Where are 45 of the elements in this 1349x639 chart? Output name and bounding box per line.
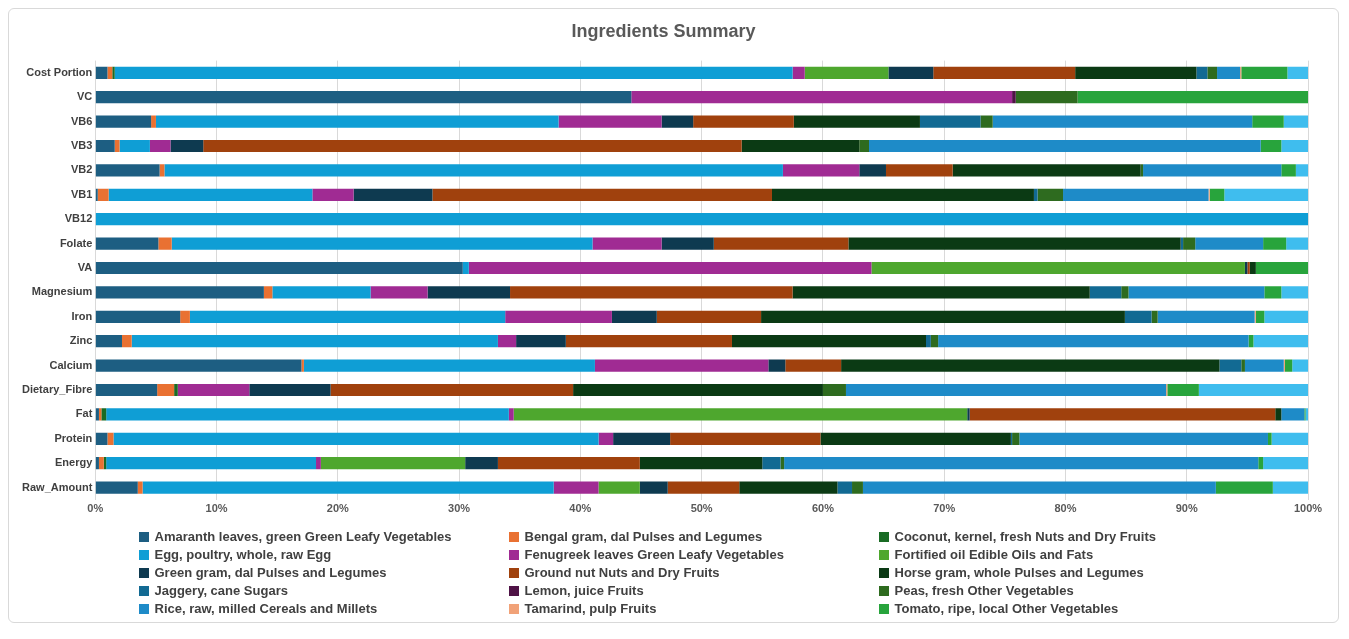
y-tick-label: Energy — [55, 456, 94, 469]
y-tick-label: VB12 — [64, 212, 93, 225]
legend-label: Coconut, kernel, fresh Nuts and Dry Fruits — [894, 529, 1156, 544]
legend-label: Amaranth leaves, green Green Leafy Vegetables — [154, 529, 452, 544]
legend-label: Egg, poultry, whole, raw Egg — [154, 547, 332, 562]
legend-label: Fortified oil Edible Oils and Fats — [894, 547, 1094, 562]
y-tick-label: VB3 — [70, 139, 93, 152]
x-tick-label: 20% — [326, 502, 350, 515]
y-tick-label: Fat — [75, 407, 93, 420]
y-tick-label: VC — [77, 90, 93, 103]
x-tick-label: 60% — [811, 502, 835, 515]
y-tick-label: VA — [77, 261, 93, 274]
y-tick-label: Folate — [59, 236, 93, 249]
y-tick-label: VB2 — [70, 163, 93, 176]
legend-label: Peas, fresh Other Vegetables — [894, 583, 1074, 598]
x-tick-label: 0% — [87, 502, 104, 515]
legend-label: Green gram, dal Pulses and Legumes — [154, 565, 387, 580]
y-tick-label: Calcium — [49, 358, 93, 371]
chart-title: Ingredients Summary — [571, 20, 756, 41]
x-tick-label: 10% — [205, 502, 228, 515]
y-tick-label: VB6 — [70, 114, 93, 127]
y-tick-label: VB1 — [70, 187, 93, 200]
y-tick-label: Raw_Amount — [22, 480, 93, 493]
legend-label: Rice, raw, milled Cereals and Millets — [154, 601, 378, 616]
legend-label: Horse gram, whole Pulses and Legumes — [894, 565, 1144, 580]
y-tick-label: Zinc — [69, 334, 93, 347]
y-tick-label: Dietary_Fibre — [22, 383, 93, 396]
x-tick-label: 30% — [448, 502, 471, 515]
legend-label: Tomato, ripe, local Other Vegetables — [894, 601, 1119, 616]
y-tick-label: Magnesium — [31, 285, 93, 298]
legend-label: Ground nut Nuts and Dry Fruits — [524, 565, 720, 580]
legend-label: Bengal gram, dal Pulses and Legumes — [524, 529, 763, 544]
x-tick-label: 70% — [933, 502, 956, 515]
legend-label: Fenugreek leaves Green Leafy Vegetables — [524, 547, 784, 562]
legend-label: Tamarind, pulp Fruits — [524, 601, 657, 616]
x-tick-label: 90% — [1175, 502, 1198, 515]
x-tick-label: 80% — [1054, 502, 1077, 515]
legend-label: Jaggery, cane Sugars — [154, 583, 288, 598]
x-tick-label: 50% — [690, 502, 713, 515]
x-tick-label: 100% — [1293, 502, 1323, 515]
x-tick-label: 40% — [569, 502, 592, 515]
legend-label: Lemon, juice Fruits — [524, 583, 644, 598]
y-tick-label: Iron — [71, 309, 93, 322]
y-tick-label: Cost Portion — [26, 65, 93, 78]
y-tick-label: Protein — [54, 431, 93, 444]
